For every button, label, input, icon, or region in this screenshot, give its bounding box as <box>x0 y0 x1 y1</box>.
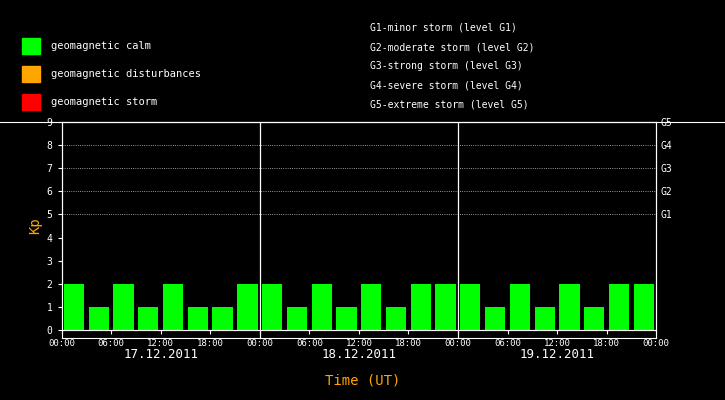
Bar <box>510 284 530 330</box>
Bar <box>262 284 282 330</box>
Bar <box>584 307 605 330</box>
Bar <box>312 284 332 330</box>
Bar <box>113 284 133 330</box>
Bar <box>386 307 406 330</box>
Bar <box>88 307 109 330</box>
Bar <box>559 284 579 330</box>
Bar <box>410 284 431 330</box>
Bar <box>460 284 481 330</box>
Text: 19.12.2011: 19.12.2011 <box>520 348 594 360</box>
Bar <box>237 284 257 330</box>
Text: Time (UT): Time (UT) <box>325 374 400 388</box>
Bar <box>361 284 381 330</box>
Bar <box>163 284 183 330</box>
Bar <box>609 284 629 330</box>
Bar <box>212 307 233 330</box>
Y-axis label: Kp: Kp <box>28 218 43 234</box>
Text: geomagnetic disturbances: geomagnetic disturbances <box>51 69 201 79</box>
Text: 18.12.2011: 18.12.2011 <box>321 348 397 360</box>
Text: G5-extreme storm (level G5): G5-extreme storm (level G5) <box>370 100 529 110</box>
Text: G2-moderate storm (level G2): G2-moderate storm (level G2) <box>370 42 534 52</box>
Text: geomagnetic calm: geomagnetic calm <box>51 41 151 51</box>
Bar <box>188 307 208 330</box>
Text: 17.12.2011: 17.12.2011 <box>123 348 198 360</box>
Text: G4-severe storm (level G4): G4-severe storm (level G4) <box>370 80 523 90</box>
Text: geomagnetic storm: geomagnetic storm <box>51 97 157 107</box>
Bar <box>287 307 307 330</box>
Bar <box>634 284 654 330</box>
Bar <box>436 284 456 330</box>
Text: G1-minor storm (level G1): G1-minor storm (level G1) <box>370 23 517 33</box>
Bar <box>485 307 505 330</box>
Bar <box>336 307 357 330</box>
Bar <box>64 284 84 330</box>
Bar <box>138 307 159 330</box>
Bar <box>534 307 555 330</box>
Text: G3-strong storm (level G3): G3-strong storm (level G3) <box>370 61 523 71</box>
